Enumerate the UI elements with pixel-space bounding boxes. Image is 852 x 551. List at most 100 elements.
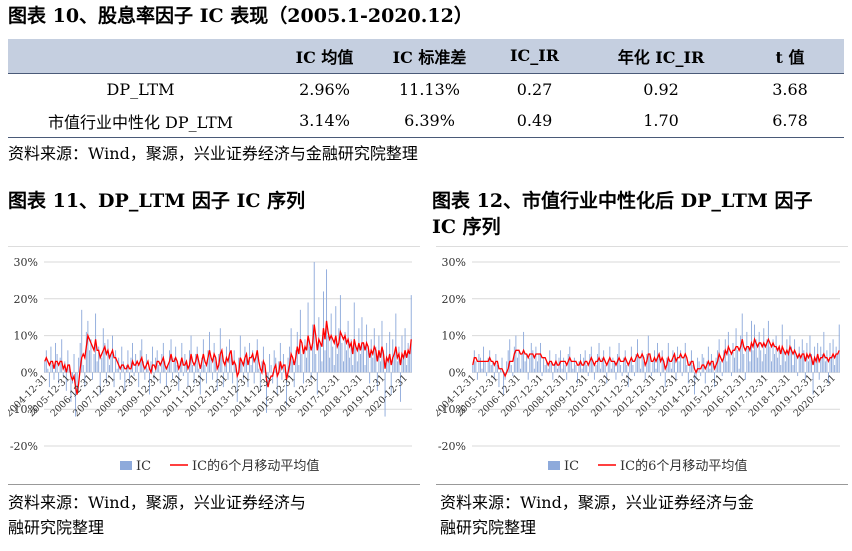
ic-bar [312, 324, 314, 373]
ic-bar [620, 365, 622, 373]
ic-bar [760, 350, 762, 373]
ic-bar [259, 372, 261, 391]
ic-bar [176, 365, 178, 373]
ic-bar [90, 339, 92, 373]
ic-bar [62, 372, 64, 377]
ic-bar [270, 365, 272, 373]
ic-bar [375, 346, 377, 373]
ic-bar [172, 372, 174, 380]
ic-bar [253, 372, 255, 384]
ic-bar [509, 339, 511, 373]
ic-bar [350, 339, 352, 373]
ic-bar [820, 346, 822, 373]
ic-bar [734, 357, 735, 373]
ic-bar [627, 372, 629, 388]
ic-bar [663, 361, 665, 373]
ic-bar [212, 372, 214, 380]
ic-bar [258, 368, 260, 373]
ic-bar [330, 313, 332, 373]
ic-bar [564, 365, 566, 373]
ic-bar [832, 339, 834, 373]
ic-bar [804, 372, 806, 380]
fig11-source: 资料来源：Wind，聚源，兴业证券经济与 融研究院整理 [8, 490, 306, 540]
ic-bar [730, 372, 732, 377]
ic-bar [409, 354, 411, 373]
ic-bar [669, 361, 671, 373]
ic-bar [758, 331, 760, 373]
ic-bar [732, 342, 734, 373]
ic-bar [697, 357, 699, 373]
ic-bar [363, 342, 364, 373]
ic-bar [783, 350, 785, 373]
ic-bar [658, 354, 660, 373]
ic-bar [341, 342, 343, 373]
ic-bar [695, 372, 697, 380]
y-tick-label: 10% [14, 330, 38, 343]
ic-bar [492, 361, 494, 373]
fig11-source-line1: 资料来源：Wind，聚源，兴业证券经济与 [8, 493, 306, 512]
header-ic-mean: IC 均值 [273, 39, 376, 74]
ic-bar [643, 361, 645, 373]
ic-bar [503, 372, 505, 395]
ic-bar [53, 372, 55, 380]
ic-bar [672, 350, 674, 373]
ic-bar [532, 350, 534, 373]
ic-bar [649, 354, 651, 373]
ic-bar [112, 335, 113, 373]
ic-bar [230, 354, 232, 373]
ic-bar [121, 346, 123, 373]
ic-bar [567, 354, 569, 373]
ic-bar [184, 354, 186, 373]
ic-bar [678, 361, 680, 373]
ic-bar [136, 365, 138, 373]
ic-bar [490, 365, 492, 373]
ic-bar [349, 357, 351, 373]
cell-ic-std: 6.39% [376, 105, 483, 138]
table-row: 市值行业中性化 DP_LTM 3.14% 6.39% 0.49 1.70 6.7… [8, 105, 844, 138]
ic-bar [344, 331, 346, 373]
ic-bar [196, 346, 198, 373]
ic-bar [704, 372, 706, 384]
ic-moving-average-line [472, 337, 840, 378]
ic-bar [500, 368, 501, 373]
ic-bar [376, 372, 378, 391]
ic-bar [48, 372, 50, 388]
ic-bar [621, 372, 623, 377]
ic-bar [133, 372, 135, 377]
ic-bar [324, 350, 326, 373]
ic-bar [729, 354, 731, 373]
ic-bar [743, 354, 745, 373]
ic-bar [398, 346, 400, 373]
ic-bar [147, 368, 149, 373]
ic-bar [835, 346, 837, 373]
ic-bar [538, 354, 540, 373]
ic-bar [546, 361, 548, 373]
ic-bar [801, 339, 803, 373]
cell-t-value: 3.68 [772, 79, 808, 99]
ic-bar [824, 361, 826, 373]
ic-bar [287, 357, 289, 373]
ic-bar [689, 361, 691, 373]
ic-bar [570, 361, 572, 373]
table-row: DP_LTM 2.96% 11.13% 0.27 0.92 3.68 [8, 73, 844, 105]
header-t-value: t 值 [736, 39, 844, 74]
ic-bar [227, 372, 229, 380]
ic-bar [158, 365, 160, 373]
ic-bar [278, 361, 280, 373]
ic-bar [392, 339, 394, 373]
y-tick-label: -20% [10, 440, 38, 453]
ic-bar [105, 372, 107, 384]
fig11-source-line2: 融研究院整理 [8, 518, 105, 537]
y-tick-label: 0% [449, 366, 466, 379]
ic-bar [541, 372, 543, 377]
ic-bar [198, 368, 200, 373]
ic-bar [279, 342, 281, 373]
ic-bar [510, 365, 512, 373]
ic-bar [521, 354, 523, 373]
ic-bar [529, 357, 531, 373]
ic-bar [834, 365, 836, 373]
ic-bar [252, 350, 254, 373]
ic-bar [547, 368, 549, 373]
ic-bar [623, 357, 625, 373]
ic-bar [96, 361, 98, 373]
